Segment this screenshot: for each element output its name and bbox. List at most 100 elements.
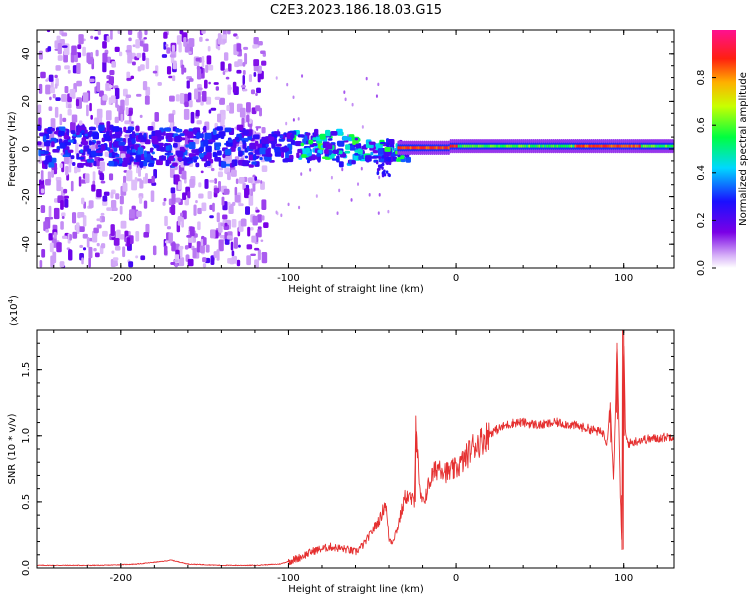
heatmap-noise-cell [178,257,185,267]
heatmap-noise-cell [98,90,104,97]
heatmap-noise-cell [247,226,251,237]
heatmap-band-cell [95,150,103,153]
heatmap-carrier-line [612,144,615,148]
heatmap-noise-cell [130,75,135,80]
heatmap-band-cell [107,147,111,152]
heatmap-noise-cell [165,43,169,47]
heatmap-noise-cell [255,105,261,112]
heatmap-band-cell [330,131,338,136]
heatmap-carrier-line [399,146,402,150]
heatmap-band-cell [59,142,66,149]
heatmap-carrier-line [481,144,485,148]
heatmap-band-cell [179,133,185,137]
heatmap-noise-cell [120,113,124,123]
heatmap-noise-cell [126,77,132,81]
heatmap-noise-cell [256,127,259,131]
heatmap-noise-cell [127,30,133,35]
heatmap-noise-cell [132,44,136,48]
heatmap-noise-cell [120,234,125,240]
heatmap-noise-cell [60,199,64,210]
heatmap-carrier-line [407,146,410,150]
snr-y-scale-factor: (x104) [7,295,20,326]
heatmap-band-cell [58,130,65,136]
heatmap-noise-cell [59,261,65,268]
heatmap-carrier-line [459,144,462,148]
heatmap-noise-cell [119,51,123,57]
heatmap-noise-cell [183,37,187,47]
heatmap-noise-cell [357,182,360,186]
heatmap-band-cell [37,141,42,146]
heatmap-band-cell [198,153,205,158]
heatmap-band-cell [37,125,42,131]
heatmap-band-cell [265,143,269,148]
heatmap-band-cell [297,134,305,138]
heatmap-carrier-line [654,144,658,148]
heatmap-carrier-line [608,144,611,148]
heatmap-noise-cell [93,227,99,234]
heatmap-band-cell [383,172,387,177]
heatmap-noise-cell [114,87,120,99]
heatmap-noise-cell [171,193,176,205]
heatmap-noise-cell [150,190,155,202]
heatmap-noise-cell [186,235,192,238]
heatmap-noise-cell [169,54,176,58]
heatmap-noise-cell [93,247,97,252]
heatmap-noise-cell [82,46,86,57]
heatmap-noise-cell [208,109,212,114]
heatmap-noise-cell [76,62,81,75]
heatmap-band-cell [314,128,319,136]
heatmap-carrier-line [646,144,650,148]
colorbar-tick-label: 0.6 [696,117,707,133]
heatmap-band-cell [252,154,257,161]
heatmap-carrier-line [504,144,507,148]
heatmap-band-cell [386,142,390,149]
heatmap-band-cell [251,161,257,165]
heatmap-noise-cell [116,104,120,112]
heatmap-noise-cell [101,215,105,223]
heatmap-band-cell [355,143,362,149]
heatmap-noise-cell [40,71,46,79]
heatmap-noise-cell [70,180,74,192]
heatmap-carrier-line [508,144,511,148]
heatmap-noise-cell [45,228,49,233]
heatmap-noise-cell [377,211,380,215]
heatmap-band-cell [70,155,75,160]
heatmap-band-cell [253,134,260,140]
heatmap-noise-cell [75,142,79,155]
heatmap-band-cell [148,162,154,167]
heatmap-band-cell [78,144,83,147]
heatmap-y-tick-label: 20 [21,95,32,108]
heatmap-carrier-line [574,144,577,148]
heatmap-band-cell [388,161,392,166]
heatmap-noise-cell [245,206,250,215]
heatmap-carrier-line [594,144,597,148]
heatmap-band-cell [84,133,89,137]
heatmap-carrier-line [564,144,567,148]
heatmap-band-cell [70,130,76,135]
heatmap-band-cell [378,155,381,160]
heatmap-noise-cell [298,205,301,210]
heatmap-noise-cell [68,162,72,173]
heatmap-noise-cell [206,55,212,65]
heatmap-noise-cell [252,44,258,49]
heatmap-noise-cell [157,81,162,86]
heatmap-band-cell [305,147,310,154]
heatmap-band-cell [160,147,166,152]
heatmap-noise-cell [244,188,250,199]
heatmap-band-cell [279,135,284,138]
heatmap-band-cell [215,146,221,150]
heatmap-noise-cell [109,69,115,76]
heatmap-noise-cell [252,183,256,192]
heatmap-noise-cell [135,230,140,242]
heatmap-band-cell [212,151,217,158]
heatmap-band-cell [336,140,345,146]
heatmap-noise-cell [230,241,234,251]
heatmap-band-cell [93,160,97,167]
heatmap-noise-cell [253,59,260,67]
heatmap-noise-cell [201,30,206,34]
heatmap-noise-cell [76,80,82,87]
heatmap-noise-cell [216,212,220,223]
heatmap-noise-cell [169,167,175,178]
heatmap-carrier-line [483,144,487,148]
heatmap-noise-cell [233,237,238,249]
